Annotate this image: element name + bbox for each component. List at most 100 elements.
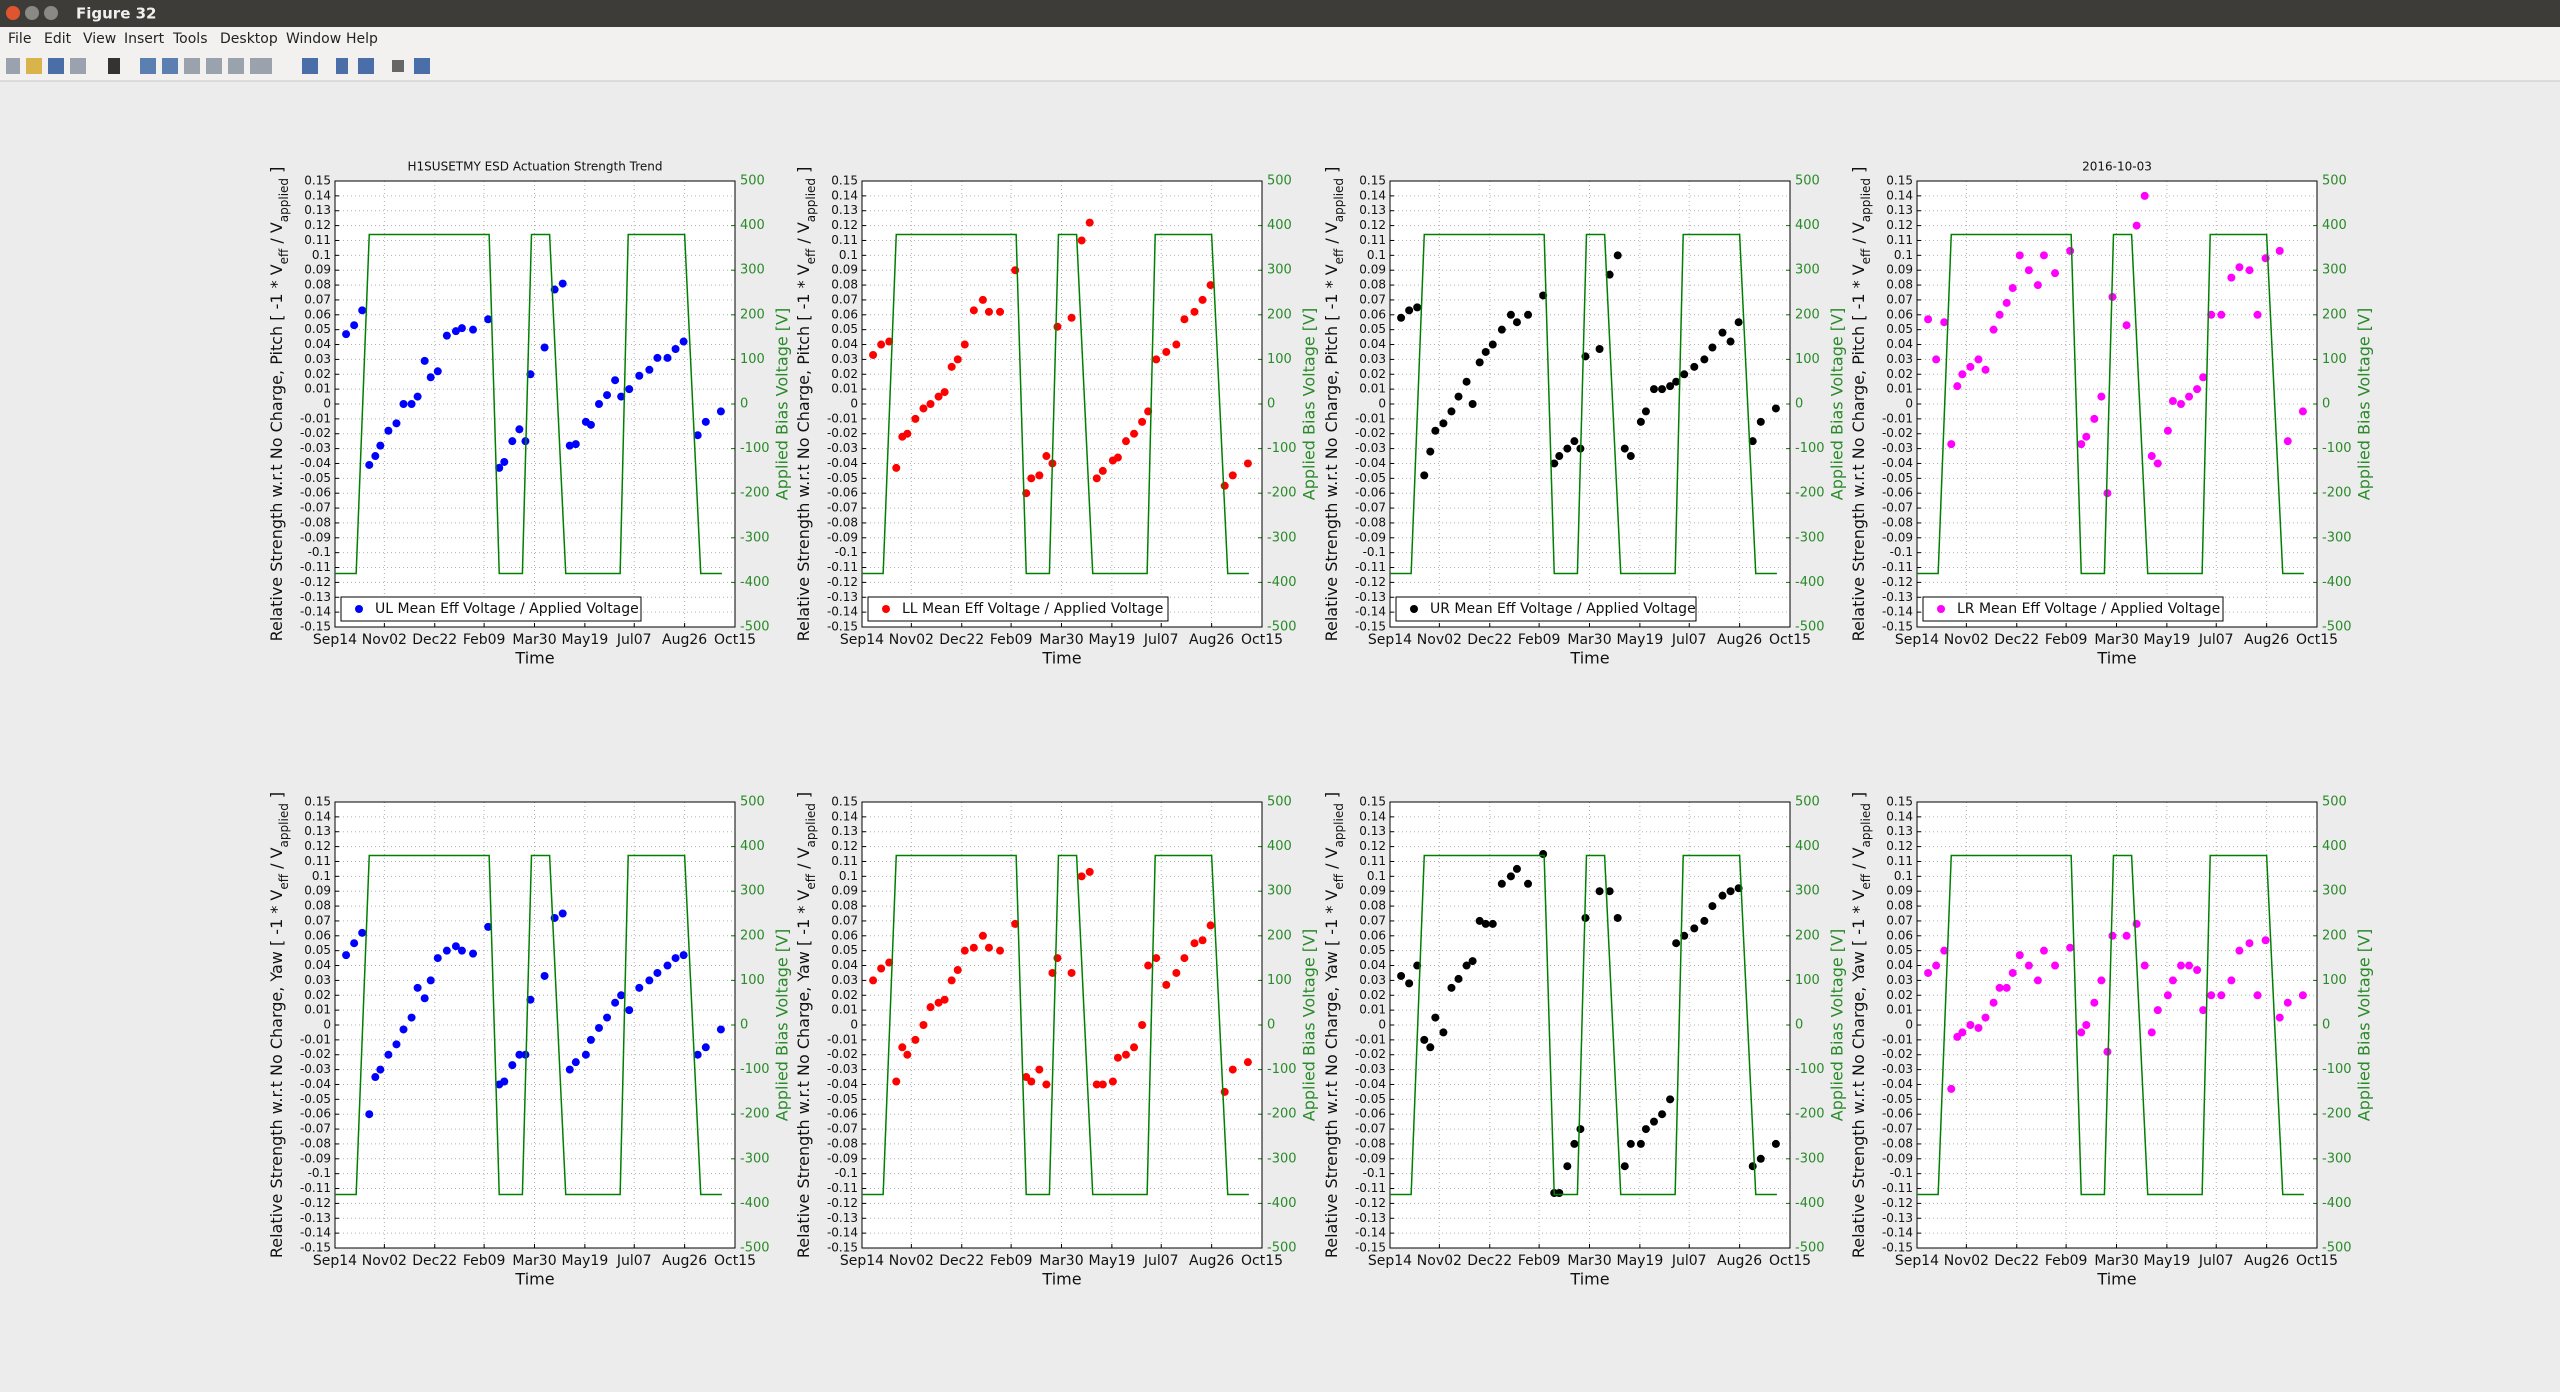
menu-item[interactable]: Desktop [220, 31, 278, 47]
x-tick-label: May19 [561, 1253, 608, 1269]
tool-icon[interactable] [250, 58, 272, 74]
data-point [2008, 968, 2017, 977]
bias-voltage-line [1390, 854, 1777, 1196]
y-tick-label: 0.1 [312, 869, 331, 883]
x-tick-label: Nov02 [889, 1253, 934, 1269]
menu-item[interactable]: View [83, 31, 116, 47]
plot-frame [861, 801, 1263, 1249]
minimize-button[interactable] [25, 6, 39, 20]
y-tick-label: -0.08 [827, 1136, 858, 1150]
data-point [679, 337, 688, 346]
y-tick-label: -0.02 [300, 426, 331, 440]
x-tick-label: Nov02 [1944, 632, 1989, 648]
y-tick-label: -0.14 [1882, 1226, 1913, 1240]
y-tick-label: -0.02 [1882, 1047, 1913, 1061]
data-point [2082, 1021, 2091, 1029]
tool-icon[interactable] [228, 58, 244, 74]
y2-tick-label: 0 [740, 1018, 748, 1033]
y-tick-label: 0.12 [304, 839, 331, 853]
tool-icon[interactable] [336, 58, 348, 74]
x-tick-label: Jul07 [1671, 1253, 1707, 1269]
menu-item[interactable]: Insert [124, 31, 165, 47]
data-point [1053, 954, 1062, 963]
y-tick-label: 0.04 [1886, 958, 1913, 972]
data-point [2185, 961, 2194, 970]
y2-tick-label: 300 [740, 263, 765, 278]
tool-icon[interactable] [206, 58, 222, 74]
y-tick-label: 0.13 [1359, 824, 1386, 838]
data-point [1206, 281, 1215, 290]
data-point [1439, 1028, 1448, 1037]
y2-tick-label: 0 [740, 397, 748, 412]
data-point [2168, 397, 2177, 406]
menu-item[interactable]: Edit [44, 31, 72, 47]
y-tick-label: 0.06 [1359, 307, 1386, 321]
tool-icon[interactable] [392, 60, 404, 72]
data-point [2066, 943, 2075, 952]
menu-item[interactable]: Help [346, 31, 378, 47]
close-button[interactable] [6, 6, 20, 20]
y-tick-label: 0.15 [1886, 174, 1913, 188]
data-point [1718, 891, 1727, 900]
data-point [1512, 864, 1521, 873]
data-point [469, 949, 478, 958]
maximize-button[interactable] [44, 6, 58, 20]
data-point [2097, 392, 2106, 401]
data-point [1672, 377, 1681, 386]
y-tick-label: -0.04 [827, 1077, 858, 1091]
y2-tick-label: 400 [740, 839, 765, 854]
x-tick-label: Oct15 [1241, 1253, 1283, 1269]
y-tick-label: -0.05 [1355, 1092, 1386, 1106]
tool-icon[interactable] [6, 58, 20, 74]
data-point [2147, 1028, 2156, 1037]
y-tick-label: 0.03 [304, 973, 331, 987]
menu-item[interactable]: Window [286, 31, 341, 47]
x-tick-label: Sep14 [1895, 632, 1939, 648]
data-point [940, 995, 949, 1004]
tool-icon[interactable] [358, 58, 374, 74]
y-tick-label: 0.07 [304, 292, 331, 306]
y-tick-label: 0.13 [831, 824, 858, 838]
data-point [2207, 310, 2216, 319]
y2-tick-label: -200 [1267, 486, 1297, 501]
menu-item[interactable]: File [8, 31, 31, 47]
y2-tick-label: -200 [740, 486, 770, 501]
tool-icon[interactable] [184, 58, 200, 74]
tool-icon[interactable] [140, 58, 156, 74]
tool-icon[interactable] [48, 58, 64, 74]
data-point [1524, 310, 1533, 319]
data-point [1447, 983, 1456, 992]
data-point [1454, 974, 1463, 983]
y-tick-label: -0.01 [300, 411, 331, 425]
y-tick-label: 0.1 [1894, 248, 1913, 262]
y-axis-label-subscript: applied [1859, 178, 1873, 222]
y-tick-label: -0.03 [827, 1062, 858, 1076]
tool-icon[interactable] [414, 58, 430, 74]
y2-tick-label: -300 [1795, 530, 1825, 545]
tool-icon[interactable] [162, 58, 178, 74]
data-point [1680, 370, 1689, 379]
tool-icon[interactable] [302, 58, 318, 74]
toolbar-icons [6, 58, 430, 74]
data-point [1431, 426, 1440, 435]
tool-icon[interactable] [108, 58, 120, 74]
y-tick-label: -0.11 [300, 1181, 331, 1195]
y-axis-label-subscript: eff [1859, 873, 1873, 889]
y2-tick-label: 0 [1267, 1018, 1275, 1033]
data-point [350, 939, 359, 948]
bias-voltage-line [862, 233, 1249, 575]
tool-icon[interactable] [26, 58, 42, 74]
data-point [1636, 1139, 1645, 1148]
y-tick-label: -0.13 [1355, 1211, 1386, 1225]
y2-tick-label: 100 [2322, 973, 2347, 988]
y2-tick-label: 400 [2322, 218, 2347, 233]
y-axis-label-part: / V [1322, 847, 1341, 874]
data-point [2132, 221, 2141, 230]
menu-item[interactable]: Tools [172, 31, 208, 47]
tool-icon[interactable] [70, 58, 86, 74]
y-tick-label: 0.11 [1886, 233, 1913, 247]
legend-label: UR Mean Eff Voltage / Applied Voltage [1430, 601, 1696, 617]
x-tick-label: Dec22 [412, 1253, 457, 1269]
y2-tick-label: -300 [740, 530, 770, 545]
